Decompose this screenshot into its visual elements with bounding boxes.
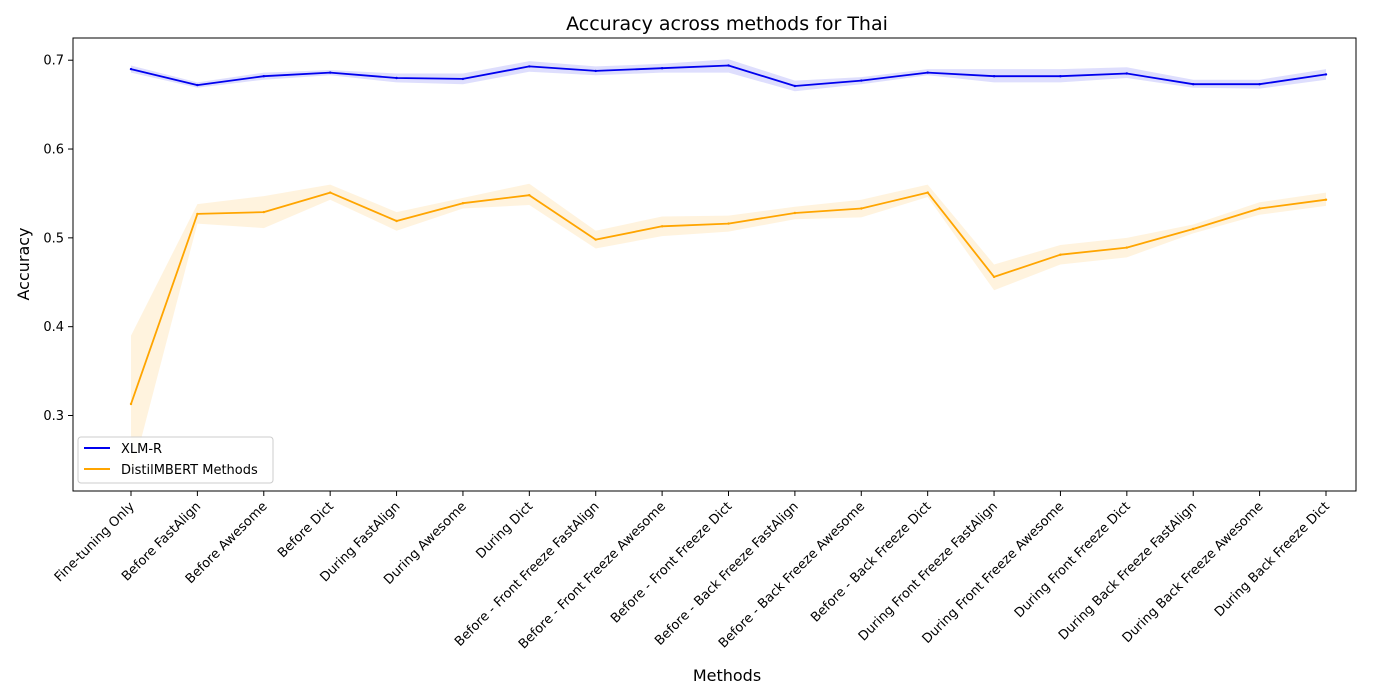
data-point xyxy=(395,76,398,80)
x-tick-label: During Back Freeze FastAlign xyxy=(1056,499,1200,643)
data-point xyxy=(1125,246,1129,249)
data-point xyxy=(793,211,797,215)
data-point xyxy=(461,77,465,81)
x-tick-label: During Dict xyxy=(473,499,536,562)
data-point xyxy=(129,67,133,71)
data-point xyxy=(860,79,863,82)
x-axis-title: Methods xyxy=(693,666,761,685)
data-point xyxy=(1258,83,1261,86)
data-point xyxy=(1324,198,1328,201)
data-point xyxy=(594,238,597,241)
data-point xyxy=(793,84,797,88)
legend-box xyxy=(77,436,274,484)
data-point xyxy=(660,225,664,228)
data-point xyxy=(660,67,664,70)
data-point xyxy=(992,275,996,279)
data-point xyxy=(992,75,996,78)
y-tick-label: 0.3 xyxy=(43,409,64,424)
legend-label: DistilMBERT Methods xyxy=(121,463,258,478)
y-axis: 0.3 0.4 0.5 0.6 0.7 xyxy=(43,54,73,424)
data-point xyxy=(594,69,597,73)
data-point xyxy=(1324,73,1328,76)
data-point xyxy=(1192,227,1195,231)
y-tick-label: 0.6 xyxy=(43,143,64,158)
data-point xyxy=(1059,253,1062,256)
data-point xyxy=(129,402,133,406)
plot-frame xyxy=(72,37,1357,492)
legend: XLM-R DistilMBERT Methods xyxy=(77,436,274,484)
data-point xyxy=(329,71,332,74)
x-tick-label: Before - Back Freeze Awesome xyxy=(716,499,868,651)
data-point xyxy=(461,202,465,205)
data-point xyxy=(262,210,265,214)
x-tick-label: During Front Freeze Dict xyxy=(1012,499,1134,621)
data-point xyxy=(395,219,398,223)
data-point xyxy=(329,191,332,194)
y-tick-label: 0.4 xyxy=(43,320,64,335)
x-tick-label: Before - Back Freeze FastAlign xyxy=(652,499,801,648)
data-point xyxy=(1059,75,1062,78)
data-point xyxy=(196,83,199,87)
confidence-band-0 xyxy=(131,59,1326,92)
data-point xyxy=(926,191,929,194)
data-point xyxy=(528,194,531,197)
confidence-band-1 xyxy=(131,183,1326,478)
data-point xyxy=(1192,83,1195,86)
series-lines xyxy=(129,64,1328,406)
x-tick-label: During Back Freeze Dict xyxy=(1212,499,1333,620)
y-axis-title: Accuracy xyxy=(14,227,33,300)
confidence-bands xyxy=(131,59,1326,478)
x-tick-label: Before - Front Freeze Dict xyxy=(608,499,735,626)
x-tick-label: Before - Front Freeze Awesome xyxy=(516,499,669,652)
data-point xyxy=(860,207,863,210)
y-tick-label: 0.5 xyxy=(43,231,64,246)
data-point xyxy=(926,71,929,74)
data-point xyxy=(528,65,531,68)
y-tick-label: 0.7 xyxy=(43,54,64,69)
data-point xyxy=(727,222,730,225)
x-tick-label: Before - Front Freeze FastAlign xyxy=(452,499,602,649)
data-point xyxy=(1258,207,1261,210)
data-point xyxy=(727,64,730,67)
chart-title: Accuracy across methods for Thai xyxy=(566,13,888,35)
x-tick-label: During Back Freeze Awesome xyxy=(1120,499,1267,646)
x-tick-label: Before - Back Freeze Dict xyxy=(808,499,934,625)
legend-label: XLM-R xyxy=(121,442,162,457)
data-point xyxy=(262,75,265,78)
data-point xyxy=(196,212,199,216)
x-tick-label: During Front Freeze FastAlign xyxy=(856,499,1001,644)
x-tick-label: During Front Freeze Awesome xyxy=(920,499,1068,647)
data-point xyxy=(1125,72,1129,75)
x-tick-label: Before Dict xyxy=(275,499,337,561)
